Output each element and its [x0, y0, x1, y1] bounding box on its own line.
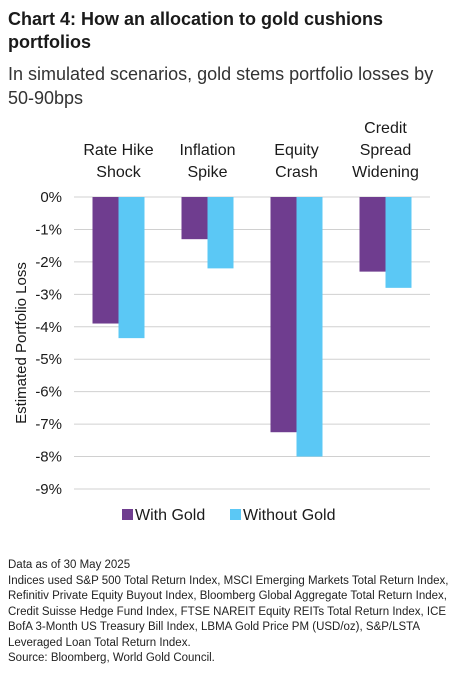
category-label-line: Inflation	[179, 142, 235, 159]
legend-label: Without Gold	[243, 507, 335, 524]
source-note: Source: Bloomberg, World Gold Council.	[8, 652, 215, 664]
legend-swatch	[230, 509, 241, 520]
category-label-line: Crash	[275, 164, 318, 181]
y-axis-title: Estimated Portfolio Loss	[13, 262, 30, 424]
bar-without-gold	[296, 197, 323, 457]
chart-notes: Data as of 30 May 2025 Indices used S&P …	[8, 558, 460, 667]
category-label: Equity Crash	[274, 142, 318, 181]
category-label: Rate Hike Shock	[83, 142, 153, 181]
category-label-line: Credit	[364, 120, 407, 137]
bar-without-gold	[385, 197, 412, 288]
bar-chart: Rate Hike Shock Inflation Spike Equity Crash C…	[13, 120, 430, 524]
bar-without-gold	[207, 197, 234, 269]
legend-swatch	[122, 509, 133, 520]
y-tick-label: -7%	[35, 416, 62, 433]
category-label-line: Spread	[360, 142, 412, 159]
y-tick-labels: 0% -1% -2% -3% -4% -5% -6% -7% -8% -9%	[35, 189, 62, 498]
category-label-line: Spike	[187, 164, 227, 181]
bar-with-gold	[181, 197, 208, 240]
y-tick-label: -3%	[35, 286, 62, 303]
y-tick-label: -2%	[35, 254, 62, 271]
category-label-line: Equity	[274, 142, 318, 159]
bar-with-gold	[270, 197, 297, 433]
y-tick-label: -1%	[35, 221, 62, 238]
bars	[92, 197, 412, 457]
category-label: Inflation Spike	[179, 142, 235, 181]
y-tick-label: 0%	[40, 189, 62, 206]
category-label-line: Shock	[96, 164, 141, 181]
y-tick-label: -9%	[35, 481, 62, 498]
chart-subtitle: In simulated scenarios, gold stems portf…	[8, 64, 434, 108]
legend: With Gold Without Gold	[122, 507, 335, 524]
bar-with-gold	[92, 197, 119, 324]
legend-label: With Gold	[135, 507, 205, 524]
chart-title: Chart 4: How an allocation to gold cushi…	[8, 9, 384, 52]
bar-with-gold	[359, 197, 386, 272]
data-date-note: Data as of 30 May 2025	[8, 559, 131, 571]
category-label-line: Rate Hike	[83, 142, 153, 159]
y-tick-label: -4%	[35, 319, 62, 336]
category-labels: Rate Hike Shock Inflation Spike Equity Crash C…	[83, 120, 418, 181]
bar-without-gold	[118, 197, 145, 339]
indices-note: Indices used S&P 500 Total Return Index,…	[8, 574, 449, 649]
y-tick-label: -5%	[35, 351, 62, 368]
category-label: Credit Spread Widening	[352, 120, 419, 181]
y-tick-label: -8%	[35, 449, 62, 466]
category-label-line: Widening	[352, 164, 419, 181]
y-tick-label: -6%	[35, 384, 62, 401]
